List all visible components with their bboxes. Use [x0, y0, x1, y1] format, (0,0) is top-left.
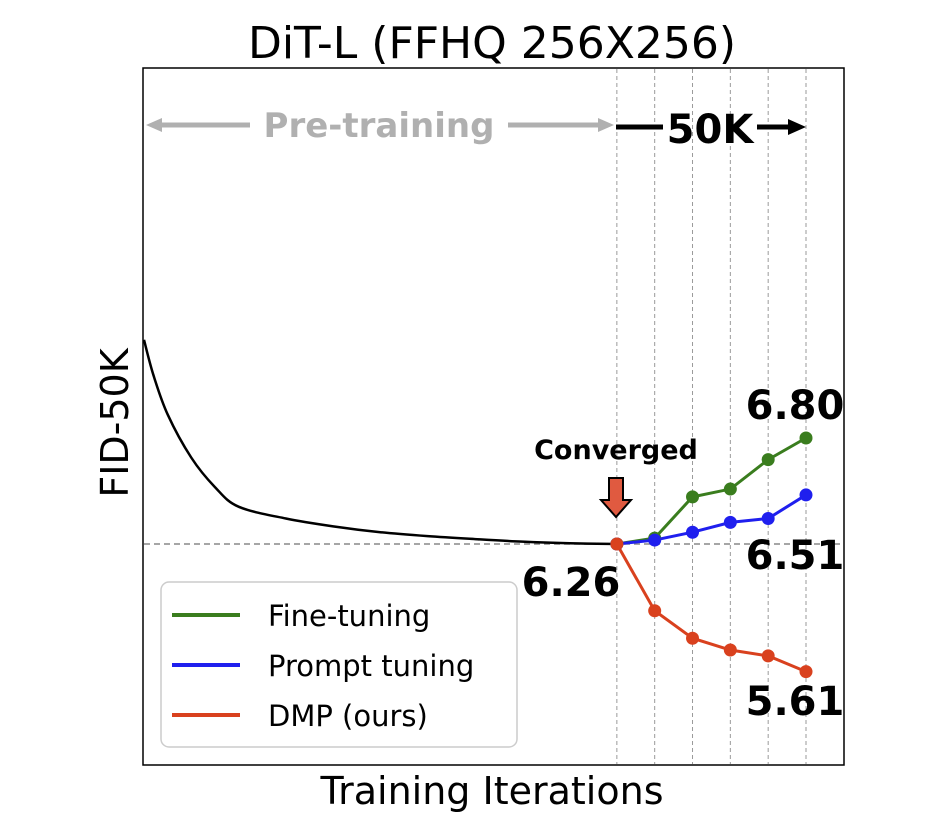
annotation-6-51: 6.51 — [746, 533, 845, 579]
down-arrow-icon — [598, 477, 634, 519]
pretraining-span-annotation: Pre-training — [146, 106, 614, 146]
dmp-point-4 — [761, 649, 775, 663]
legend-box — [160, 581, 518, 748]
legend-label-prompt-tuning: Prompt tuning — [268, 649, 474, 683]
pretraining-label: Pre-training — [264, 106, 495, 146]
dmp-point-3 — [723, 643, 737, 657]
prompt-tuning-point-2 — [686, 525, 700, 539]
dmp-point-0 — [610, 537, 624, 551]
vertical-grid — [616, 69, 807, 764]
y-axis-label: FID-50K — [93, 347, 137, 497]
fine-tuning-point-5 — [799, 431, 813, 445]
prompt-tuning-point-1 — [648, 533, 662, 547]
finetune-span-annotation: 50K — [616, 107, 806, 153]
x-axis-label: Training Iterations — [319, 769, 663, 813]
prompt-tuning-point-4 — [761, 511, 775, 525]
legend-entries: Fine-tuning Prompt tuning DMP (ours) — [172, 599, 474, 733]
annotation-5-61: 5.61 — [746, 679, 845, 725]
legend-label-fine-tuning: Fine-tuning — [268, 599, 430, 633]
dmp-point-5 — [799, 665, 813, 679]
pretraining-curve — [142, 339, 617, 546]
prompt-tuning-point-5 — [799, 488, 813, 502]
series-group — [610, 431, 813, 679]
fine-tuning-point-4 — [761, 453, 775, 467]
arrow-left-icon — [146, 118, 162, 132]
arrow-right-icon — [598, 118, 614, 132]
legend-label-dmp: DMP (ours) — [268, 699, 428, 733]
fine-tuning-point-2 — [686, 490, 700, 504]
finetune-span-label: 50K — [667, 107, 756, 153]
legend: Fine-tuning Prompt tuning DMP (ours) — [160, 581, 518, 748]
converged-label: Converged — [534, 435, 698, 466]
dmp-point-1 — [648, 604, 662, 618]
plot-area — [142, 67, 845, 766]
annotation-6-26: 6.26 — [522, 560, 621, 606]
arrow-right-icon — [788, 119, 806, 135]
dmp-line — [615, 543, 807, 673]
prompt-tuning-point-3 — [723, 515, 737, 529]
dmp-point-2 — [686, 631, 700, 645]
fine-tuning-point-3 — [723, 482, 737, 496]
chart-title: DiT-L (FFHQ 256X256) — [248, 18, 736, 69]
annotation-6-80: 6.80 — [746, 383, 845, 429]
